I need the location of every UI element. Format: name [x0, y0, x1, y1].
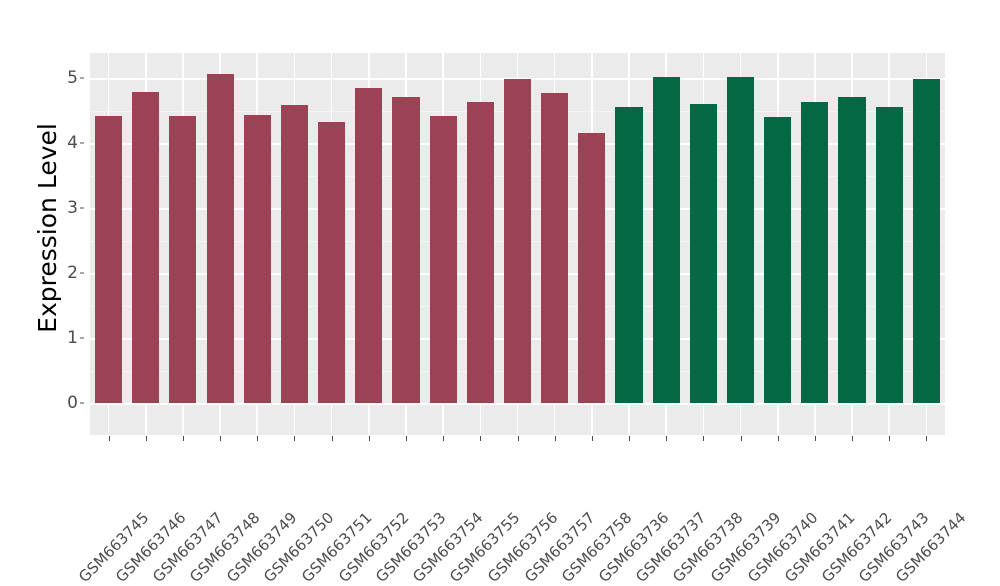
x-tick-mark [257, 436, 259, 441]
x-tick-mark [182, 436, 184, 441]
x-tick-mark [294, 436, 296, 441]
bar[interactable] [429, 116, 457, 403]
bar-series [90, 53, 945, 435]
x-tick-mark [517, 436, 519, 441]
x-tick-mark [740, 436, 742, 441]
y-axis-ticks: 0 1 2 3 4 5 [52, 53, 84, 435]
x-tick-mark [220, 436, 222, 441]
bar[interactable] [838, 96, 866, 403]
x-tick-mark [703, 436, 705, 441]
bar[interactable] [206, 74, 234, 403]
bar[interactable] [355, 88, 383, 403]
bar[interactable] [392, 96, 420, 403]
y-tick-label: 4 [67, 133, 78, 153]
x-tick-mark [108, 436, 110, 441]
bar[interactable] [132, 91, 160, 403]
bar[interactable] [95, 116, 123, 403]
x-tick-mark [666, 436, 668, 441]
bar[interactable] [652, 76, 680, 403]
x-tick-mark [814, 436, 816, 441]
bar[interactable] [689, 104, 717, 403]
bar[interactable] [875, 106, 903, 403]
bar[interactable] [243, 115, 271, 403]
bar[interactable] [764, 117, 792, 403]
x-tick-mark [331, 436, 333, 441]
bar[interactable] [578, 133, 606, 403]
bar[interactable] [912, 79, 940, 403]
x-tick-mark [591, 436, 593, 441]
bar[interactable] [615, 106, 643, 403]
bar[interactable] [466, 102, 494, 403]
x-tick-mark [480, 436, 482, 441]
y-tick-mark [80, 77, 84, 79]
bar[interactable] [801, 102, 829, 403]
y-tick-mark [80, 142, 84, 144]
y-tick-mark [80, 207, 84, 209]
y-tick-mark [80, 337, 84, 339]
y-tick-label: 2 [67, 263, 78, 283]
bar[interactable] [318, 121, 346, 403]
bar[interactable] [169, 116, 197, 403]
x-tick-mark [889, 436, 891, 441]
x-tick-mark [368, 436, 370, 441]
y-tick-label: 1 [67, 328, 78, 348]
y-tick-label: 3 [67, 198, 78, 218]
y-tick-mark [80, 402, 84, 404]
x-tick-mark [554, 436, 556, 441]
x-tick-mark [629, 436, 631, 441]
y-tick-mark [80, 272, 84, 274]
x-tick-mark [777, 436, 779, 441]
plot-panel [90, 53, 945, 435]
x-tick-mark [443, 436, 445, 441]
x-tick-mark [852, 436, 854, 441]
y-tick-label: 0 [67, 393, 78, 413]
x-tick-mark [405, 436, 407, 441]
bar[interactable] [503, 78, 532, 403]
bar[interactable] [726, 77, 755, 403]
x-tick-mark [145, 436, 147, 441]
bar[interactable] [541, 92, 569, 403]
x-tick-mark [926, 436, 928, 441]
bar[interactable] [280, 104, 308, 403]
y-tick-label: 5 [67, 68, 78, 88]
